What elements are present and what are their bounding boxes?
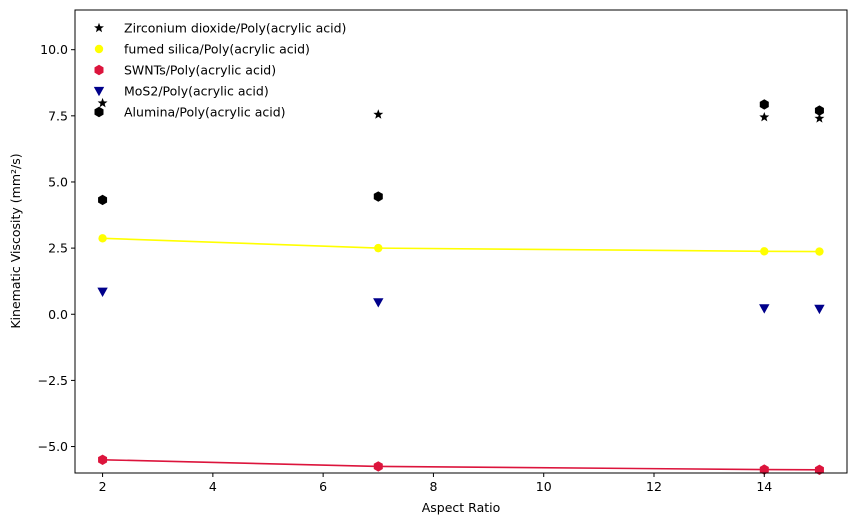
x-tick-label: 10 xyxy=(536,479,552,494)
x-tick-label: 6 xyxy=(319,479,327,494)
data-point xyxy=(815,247,824,256)
y-axis-label: Kinematic Viscosity (mm²/s) xyxy=(8,153,23,328)
x-tick-label: 4 xyxy=(209,479,217,494)
series-2 xyxy=(98,454,824,476)
data-point xyxy=(759,464,769,475)
data-point xyxy=(814,304,825,315)
x-tick-label: 12 xyxy=(646,479,662,494)
legend-marker xyxy=(94,22,104,33)
legend-item: Zirconium dioxide/Poly(acrylic acid) xyxy=(94,21,346,36)
legend-label: Alumina/Poly(acrylic acid) xyxy=(124,105,286,120)
legend-label: MoS2/Poly(acrylic acid) xyxy=(124,84,269,99)
data-point xyxy=(759,99,769,110)
legend-marker xyxy=(93,86,105,97)
data-point xyxy=(98,454,108,465)
legend-marker xyxy=(94,64,104,76)
y-tick-label: 2.5 xyxy=(48,241,68,256)
axes-frame xyxy=(74,9,848,474)
data-point xyxy=(759,111,770,122)
data-point xyxy=(760,247,769,256)
legend-marker xyxy=(94,44,104,54)
series-line xyxy=(102,237,820,253)
y-tick-label: −2.5 xyxy=(38,373,68,388)
y-tick-label: 5.0 xyxy=(48,174,68,189)
legend-item: SWNTs/Poly(acrylic acid) xyxy=(94,63,276,78)
data-point xyxy=(98,194,108,206)
data-point xyxy=(97,97,108,108)
data-point xyxy=(98,234,107,243)
x-tick-label: 14 xyxy=(756,479,772,494)
data-point xyxy=(814,105,824,116)
data-point xyxy=(759,304,770,314)
series-line xyxy=(102,458,820,471)
data-point xyxy=(373,109,384,119)
legend-label: SWNTs/Poly(acrylic acid) xyxy=(124,63,276,78)
data-point xyxy=(373,191,383,202)
y-tick-label: 7.5 xyxy=(48,108,68,123)
data-point xyxy=(97,287,108,297)
legend-label: fumed silica/Poly(acrylic acid) xyxy=(124,42,310,57)
data-point xyxy=(814,113,825,123)
legend-item: fumed silica/Poly(acrylic acid) xyxy=(94,42,310,57)
legend-marker xyxy=(94,106,104,118)
x-tick-label: 2 xyxy=(99,479,107,494)
x-tick-label: 8 xyxy=(429,479,437,494)
y-tick-label: 10.0 xyxy=(40,42,68,57)
series-4 xyxy=(98,99,824,206)
data-point xyxy=(373,298,384,308)
x-axis-label: Aspect Ratio xyxy=(422,500,501,515)
series-3 xyxy=(97,287,825,315)
series-0 xyxy=(97,97,825,123)
series-1 xyxy=(98,234,824,256)
y-tick-label: 0.0 xyxy=(48,307,68,322)
y-tick-label: −5.0 xyxy=(38,439,68,454)
legend-item: MoS2/Poly(acrylic acid) xyxy=(93,84,269,99)
data-point xyxy=(374,243,383,253)
legend: Zirconium dioxide/Poly(acrylic acid) fume… xyxy=(93,21,346,120)
legend-item: Alumina/Poly(acrylic acid) xyxy=(94,105,286,120)
data-point xyxy=(373,461,383,472)
legend-label: Zirconium dioxide/Poly(acrylic acid) xyxy=(124,21,346,36)
data-point xyxy=(814,464,824,476)
